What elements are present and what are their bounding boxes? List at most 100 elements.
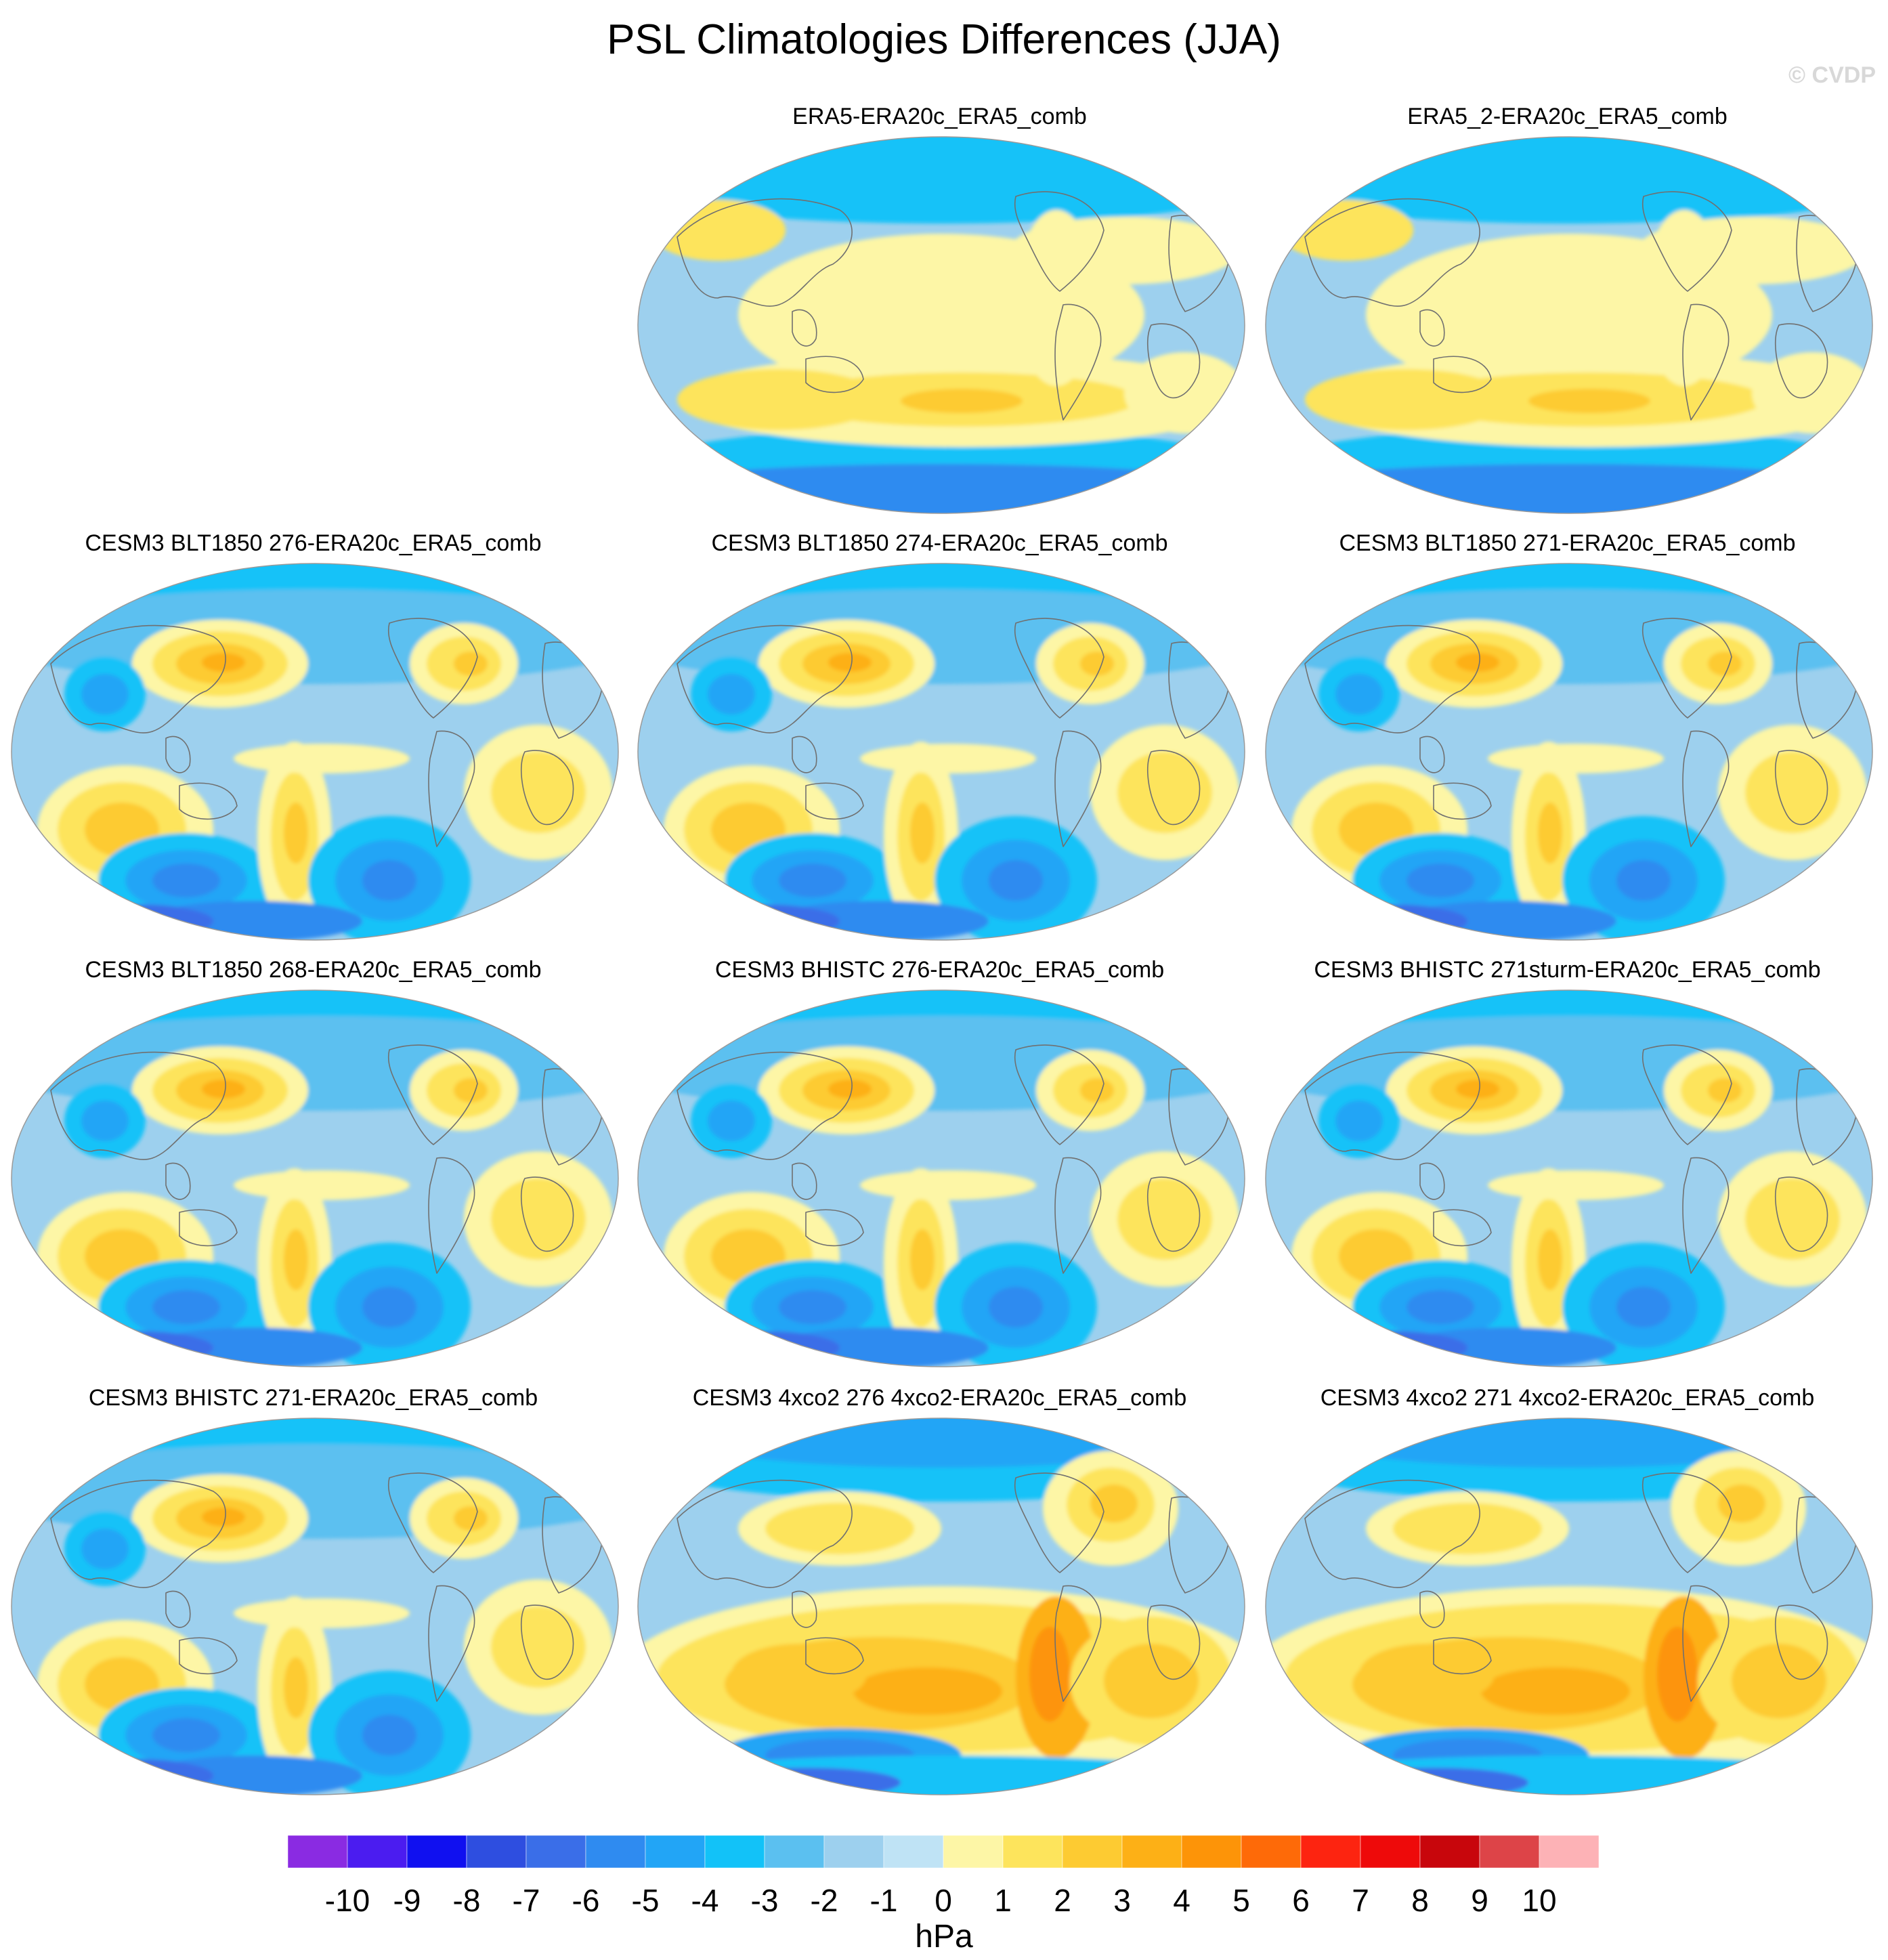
coastline	[792, 1590, 817, 1628]
robinson-map	[637, 1418, 1245, 1795]
contour-region	[989, 860, 1043, 901]
panel-title: CESM3 BLT1850 271-ERA20c_ERA5_comb	[1339, 530, 1796, 556]
coastline	[1419, 736, 1445, 773]
colorbar-units-label: hPa	[915, 1919, 973, 1955]
coastline	[165, 1590, 191, 1628]
contour-region	[638, 464, 1245, 513]
colorbar-swatch	[1121, 1835, 1182, 1868]
panel-title: CESM3 BHISTC 271sturm-ERA20c_ERA5_comb	[1314, 957, 1821, 983]
contour-region	[1745, 1178, 1840, 1260]
contour-region	[1339, 1768, 1528, 1795]
contour-region	[146, 1327, 362, 1367]
panel-title: CESM3 4xco2 276 4xco2-ERA20c_ERA5_comb	[692, 1385, 1187, 1411]
contour-region	[910, 1229, 935, 1290]
contour-region	[670, 1418, 1212, 1468]
coastline	[1304, 1051, 1480, 1160]
coastline	[792, 309, 817, 347]
contour-region	[1104, 1644, 1199, 1718]
map-border	[11, 1418, 619, 1795]
map-panel: CESM3 BHISTC 271-ERA20c_ERA5_comb	[0, 1382, 626, 1808]
map-border	[637, 1418, 1245, 1795]
coastline	[1682, 1157, 1730, 1274]
psl-difference-field	[1266, 1418, 1872, 1795]
coastline	[1775, 750, 1828, 826]
colorbar-tick-label: -7	[512, 1883, 540, 1918]
contour-region	[853, 1667, 1002, 1715]
coastline	[1433, 782, 1492, 820]
coastline	[521, 750, 574, 826]
contour-region	[454, 1078, 488, 1103]
contour-region	[1616, 860, 1671, 901]
contour-region	[1335, 674, 1383, 715]
colorbar-tick-label: 3	[1113, 1883, 1131, 1918]
coastline	[428, 1157, 475, 1274]
robinson-map	[637, 136, 1245, 514]
coastline	[1419, 309, 1445, 347]
map-border	[637, 989, 1245, 1367]
coastline	[1147, 1604, 1201, 1680]
coastline	[1775, 1604, 1828, 1680]
map-border	[1265, 563, 1873, 941]
coastline	[1433, 1637, 1492, 1675]
contour-region	[202, 653, 245, 672]
contour-region	[1407, 1290, 1474, 1324]
coastline	[1642, 1472, 1732, 1573]
coastline	[179, 1637, 238, 1675]
contour-region	[989, 1287, 1043, 1327]
map-border	[637, 136, 1245, 514]
contour-region	[1400, 901, 1616, 940]
contour-region	[1400, 1327, 1616, 1367]
map-panel: CESM3 BLT1850 271-ERA20c_ERA5_comb	[1254, 527, 1881, 954]
contour-region	[1335, 1101, 1383, 1141]
contour-region	[284, 803, 308, 864]
contour-region	[1456, 653, 1499, 672]
map-border	[1265, 136, 1873, 514]
coastline	[1147, 323, 1201, 399]
contour-region	[1407, 864, 1474, 897]
panel-title: CESM3 BHISTC 276-ERA20c_ERA5_comb	[714, 957, 1165, 983]
colorbar-tick-label: -1	[870, 1883, 898, 1918]
colorbar-tick-label: -9	[393, 1883, 421, 1918]
coastline	[1682, 1585, 1730, 1702]
map-border	[11, 563, 619, 941]
coastline	[1014, 1472, 1104, 1573]
coastline	[805, 356, 864, 393]
psl-difference-field	[638, 990, 1245, 1367]
colorbar-tick-label: -5	[631, 1883, 660, 1918]
contour-region	[828, 1080, 872, 1099]
colorbar-swatch	[466, 1835, 527, 1868]
coastline	[677, 198, 853, 307]
colorbar-swatch	[1300, 1835, 1361, 1868]
coastline	[1682, 303, 1730, 421]
coastline	[165, 1162, 191, 1200]
coastline	[1775, 323, 1828, 399]
contour-region	[234, 1598, 410, 1628]
colorbar-tick-label: 1	[994, 1883, 1012, 1918]
robinson-map	[637, 563, 1245, 941]
contour-region	[454, 1506, 488, 1531]
map-panel: CESM3 BLT1850 274-ERA20c_ERA5_comb	[626, 527, 1253, 954]
coastline	[428, 1585, 475, 1702]
contour-region	[779, 864, 846, 897]
coastline	[677, 624, 853, 733]
coastline	[1642, 1044, 1732, 1145]
colorbar-tick-label: 9	[1471, 1883, 1488, 1918]
colorbar-tick-label: 6	[1292, 1883, 1310, 1918]
coastline	[1304, 198, 1480, 307]
colorbar-swatch	[1419, 1835, 1480, 1868]
coastline	[1642, 191, 1732, 292]
coastline	[1775, 1176, 1828, 1252]
panel-title: CESM3 BLT1850 276-ERA20c_ERA5_comb	[85, 530, 542, 556]
colorbar-swatch	[347, 1835, 408, 1868]
contour-region	[1538, 803, 1562, 864]
coastline	[1147, 750, 1201, 826]
contour-region	[491, 752, 586, 833]
contour-region	[152, 1718, 220, 1752]
contour-region	[1117, 1178, 1212, 1260]
colorbar-swatch	[288, 1835, 348, 1868]
contour-region	[1708, 1078, 1742, 1103]
contour-region	[910, 803, 935, 864]
contour-region	[677, 1331, 840, 1365]
contour-region	[860, 744, 1036, 773]
panel-title: ERA5-ERA20c_ERA5_comb	[792, 104, 1087, 129]
